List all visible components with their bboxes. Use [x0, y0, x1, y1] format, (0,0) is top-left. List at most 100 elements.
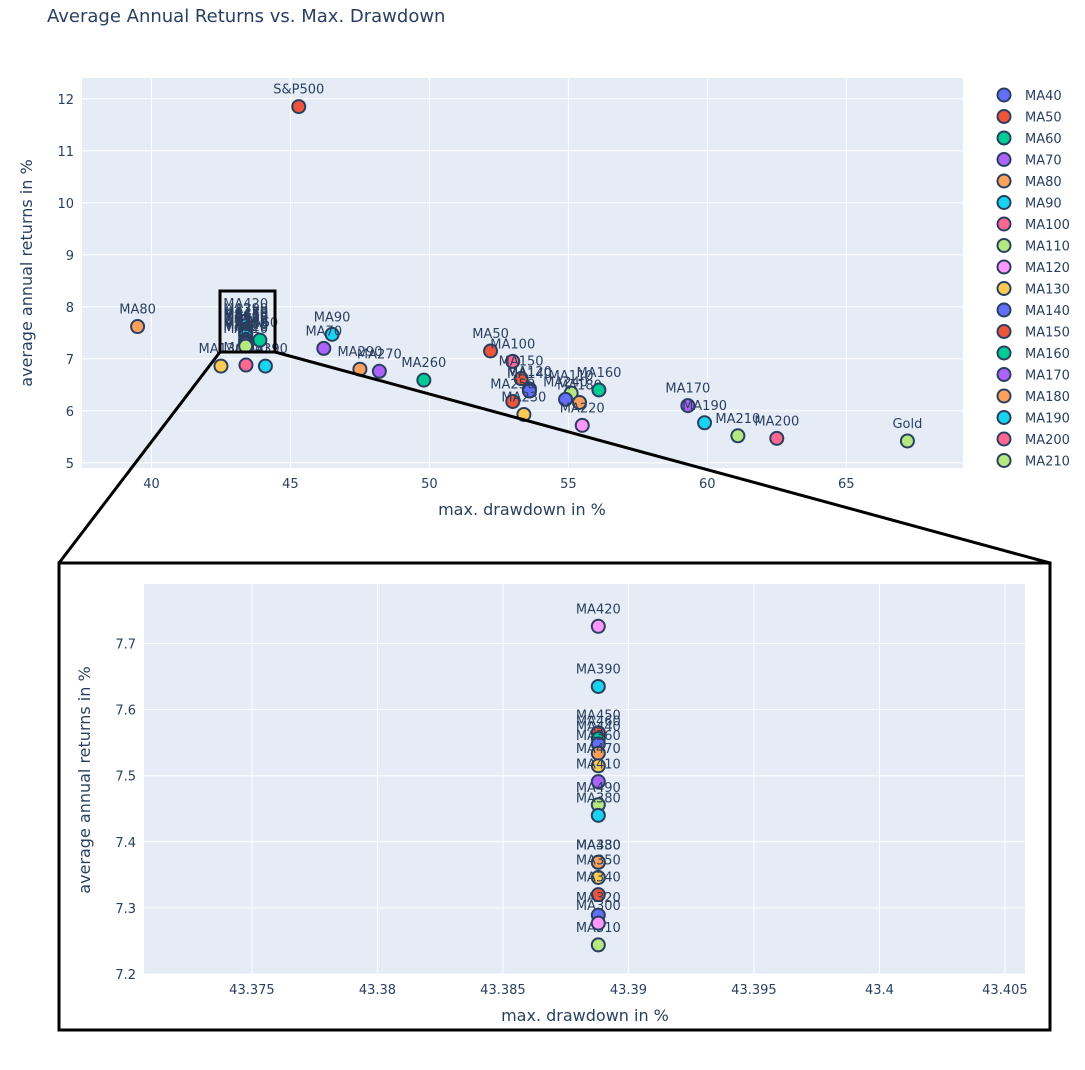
legend-marker — [996, 152, 1012, 167]
data-point-label: MA480 — [576, 838, 621, 853]
data-point — [590, 618, 606, 634]
data-point-label: MA150 — [499, 355, 544, 370]
data-point — [238, 357, 254, 373]
data-point — [730, 428, 746, 444]
data-point — [590, 869, 606, 885]
x-tick-label: 40 — [143, 477, 160, 492]
data-point-label: MA410 — [576, 758, 621, 773]
main-y-axis-title: average annual returns in % — [17, 159, 36, 386]
legend-item-label: MA80 — [1025, 175, 1062, 190]
data-point-label: MA170 — [665, 382, 710, 397]
data-point — [574, 417, 590, 433]
data-point-label: MA220 — [560, 401, 605, 416]
legend-item-label: MA150 — [1025, 326, 1070, 341]
data-point — [590, 807, 606, 823]
inset-y-axis-title: average annual returns in % — [75, 666, 94, 893]
main-x-axis-title: max. drawdown in % — [438, 500, 606, 519]
data-point-label: MA470 — [223, 308, 268, 323]
data-point-label: MA110 — [549, 369, 594, 384]
data-point-label: MA180 — [557, 378, 602, 393]
y-tick-label: 12 — [57, 93, 74, 108]
data-point — [252, 332, 268, 348]
data-point-label: MA190 — [223, 312, 268, 327]
x-tick-label: 43.38 — [359, 983, 396, 998]
inset-data-points: MA420 MA390 MA450MA460MA440MA360MA470MA410… — [576, 602, 621, 953]
data-point-label: S&P500 — [273, 83, 324, 98]
legend-marker — [996, 259, 1012, 275]
data-point — [590, 887, 606, 903]
data-point-label: MA440 — [223, 306, 268, 321]
inset-gridlines — [144, 584, 1025, 975]
data-point-label: MA330 — [223, 316, 268, 331]
y-tick-label: 11 — [57, 145, 74, 160]
data-point-label: MA320 — [223, 320, 268, 335]
data-point-label: MA120 — [507, 365, 552, 380]
main-gridlines — [82, 78, 963, 468]
data-point-label: Gold — [892, 417, 922, 432]
x-tick-label: 60 — [699, 477, 716, 492]
y-tick-label: 7.5 — [115, 770, 136, 785]
zoom-connector-right — [274, 350, 1051, 565]
legend-marker — [996, 130, 1012, 146]
data-point-label: MA390 — [576, 662, 621, 677]
data-point-label: MA230 — [501, 390, 546, 405]
x-tick-label: 43.375 — [229, 983, 275, 998]
legend-item-label: MA70 — [1025, 154, 1062, 169]
data-point-label: MA310 — [223, 322, 268, 337]
data-point-label: MA340 — [223, 318, 268, 333]
legend-marker — [996, 109, 1012, 124]
data-point — [591, 382, 607, 398]
legend-item-label: MA60 — [1025, 132, 1062, 147]
chart-title: Average Annual Returns vs. Max. Drawdown — [47, 6, 445, 27]
legend-marker — [996, 281, 1012, 296]
legend-marker — [996, 216, 1012, 232]
data-point — [899, 433, 915, 449]
data-point-label: MA270 — [357, 347, 402, 362]
x-tick-label: 43.405 — [982, 983, 1028, 998]
legend-item-label: MA40 — [1025, 89, 1062, 104]
data-point-label: MA410 — [223, 309, 268, 324]
data-point-label: MA340 — [576, 871, 621, 886]
legend-marker — [996, 324, 1012, 339]
x-tick-label: 55 — [560, 477, 577, 492]
data-point — [130, 319, 146, 335]
data-point — [483, 343, 499, 359]
legend-item-label: MA180 — [1025, 390, 1070, 405]
legend-item-label: MA130 — [1025, 283, 1070, 298]
main-plot-area — [82, 78, 963, 468]
data-point-label: MA490 — [576, 781, 621, 796]
data-point — [590, 774, 606, 790]
legend-marker — [996, 453, 1012, 468]
data-point — [558, 391, 574, 407]
y-tick-label: 7.2 — [115, 968, 136, 983]
x-tick-label: 50 — [421, 477, 438, 492]
legend-marker — [996, 410, 1012, 425]
inset-x-axis-title: max. drawdown in % — [501, 1006, 669, 1025]
y-tick-label: 9 — [66, 249, 74, 264]
data-point-label: MA450 — [223, 305, 268, 320]
data-point-label: MA350 — [223, 317, 268, 332]
data-point — [697, 415, 713, 431]
data-point — [590, 678, 606, 694]
data-point-label: MA450 — [576, 709, 621, 724]
y-tick-label: 5 — [66, 457, 74, 472]
data-point-label: MA260 — [401, 356, 446, 371]
legend-item-label: MA200 — [1025, 433, 1070, 448]
data-point-label: MA210 — [715, 412, 760, 427]
legend-item-label: MA140 — [1025, 304, 1070, 319]
data-point-label: MA320 — [576, 891, 621, 906]
legend-marker — [996, 173, 1012, 189]
legend-item-label: MA90 — [1025, 197, 1062, 212]
legend-marker — [996, 302, 1012, 318]
legend-item-label: MA50 — [1025, 111, 1062, 126]
data-point — [521, 383, 537, 399]
zoom-connector-left — [57, 351, 222, 564]
main-y-tick-labels: 5 6 7 8 9 10 11 12 — [57, 93, 74, 472]
data-point-label: MA470 — [576, 742, 621, 757]
legend-marker — [996, 431, 1012, 447]
data-point — [590, 854, 606, 870]
x-tick-label: 43.395 — [731, 983, 777, 998]
y-tick-label: 7.6 — [115, 704, 136, 719]
legend-item-label: MA160 — [1025, 347, 1070, 362]
data-point — [505, 393, 521, 409]
